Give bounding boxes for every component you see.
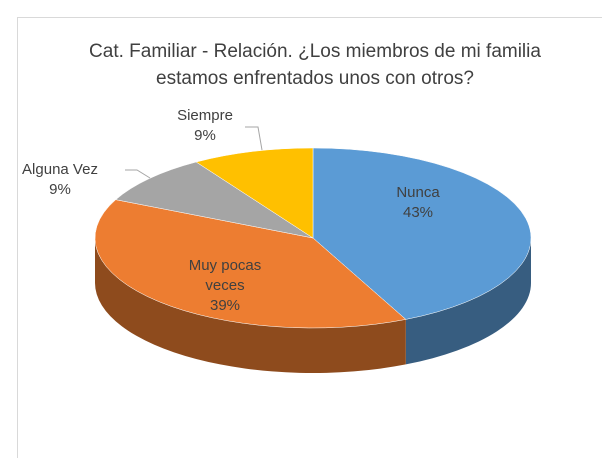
data-label: Alguna Vez 9% [5,160,115,200]
category-label: Nunca [396,184,440,201]
slice [94,199,407,329]
value-label: 43% [402,204,434,221]
category-label: Muy pocas veces [188,257,262,294]
value-label: 9% [194,127,216,144]
data-label: Muy pocas veces 39% [170,256,280,316]
slice-tops [94,147,532,329]
leader-line [245,126,263,151]
slice-side [95,238,406,373]
slice [195,147,314,239]
data-label: Siempre 9% [150,106,260,146]
slice [312,147,532,320]
category-label: Siempre [177,107,233,124]
slice [115,161,314,239]
category-label: Alguna Vez [22,161,98,178]
chart-frame [17,17,602,458]
data-label: Nunca 43% [368,183,468,223]
leader-line [125,169,151,179]
value-label: 39% [209,297,241,314]
value-label: 9% [49,181,71,198]
chart-title: Cat. Familiar - Relación. ¿Los miembros … [89,41,541,89]
